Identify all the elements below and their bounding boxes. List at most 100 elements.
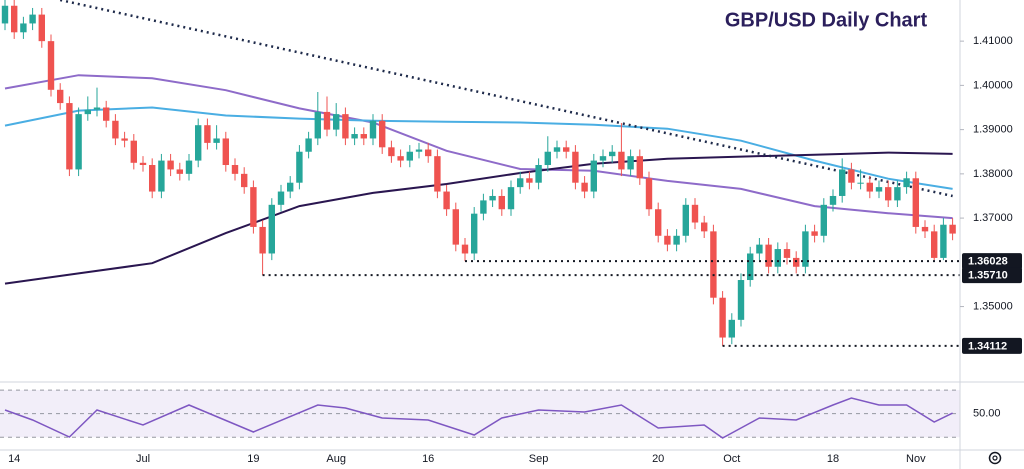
rsi-tick-label: 50.00 xyxy=(973,408,1001,420)
level-label: 1.35710 xyxy=(968,270,1008,282)
candle-body xyxy=(29,14,36,24)
candle-body xyxy=(747,253,754,281)
candle-body xyxy=(618,151,625,170)
candle-body xyxy=(149,165,156,192)
candle-body xyxy=(112,120,119,139)
candle-body xyxy=(204,125,211,143)
price-panel xyxy=(1,0,960,347)
candle-body xyxy=(655,209,662,236)
candle-body xyxy=(793,257,800,267)
rsi-panel xyxy=(0,389,960,439)
candle-body xyxy=(756,244,763,254)
candle-body xyxy=(185,160,193,174)
candle-body xyxy=(507,187,515,210)
candle-body xyxy=(103,107,110,121)
candle-body xyxy=(443,191,450,210)
candle-body xyxy=(728,319,735,338)
trendline xyxy=(59,0,953,198)
candle-body xyxy=(231,165,239,174)
y-tick-label: 1.38000 xyxy=(973,168,1013,180)
x-tick-label: 16 xyxy=(422,453,434,465)
candle-body xyxy=(425,149,432,157)
y-tick-label: 1.41000 xyxy=(973,35,1013,47)
chart-title: GBP/USD Daily Chart xyxy=(725,9,928,31)
candle-body xyxy=(894,187,901,201)
candle-body xyxy=(471,213,478,254)
candle-body xyxy=(839,169,846,196)
candle-body xyxy=(627,156,634,170)
candle-body xyxy=(820,204,827,236)
level-label: 1.34112 xyxy=(968,340,1007,352)
y-tick-label: 1.40000 xyxy=(973,79,1013,91)
candle-body xyxy=(811,231,818,236)
level-label: 1.36028 xyxy=(968,255,1008,267)
candle-body xyxy=(691,204,699,223)
overlay: 1.35000 1.37000 1.38000 1.39000 1.40000 1.410… xyxy=(8,35,1022,465)
candle-body xyxy=(241,173,248,188)
candle-body xyxy=(167,160,174,170)
candle-body xyxy=(121,138,128,141)
candle-body xyxy=(866,182,873,192)
candle-body xyxy=(921,226,929,232)
x-tick-label: Oct xyxy=(723,453,740,465)
candle-body xyxy=(931,231,938,258)
moving-average xyxy=(4,151,953,285)
candle-body xyxy=(903,178,910,188)
rsi-line xyxy=(4,397,953,439)
candle-body xyxy=(11,5,18,33)
candle-body xyxy=(599,156,607,161)
candle-body xyxy=(829,195,837,205)
gear-ring[interactable] xyxy=(988,451,1002,465)
candle-body xyxy=(176,169,183,174)
candle-body xyxy=(305,138,312,152)
candle-body xyxy=(517,178,524,188)
candle-body xyxy=(379,120,386,148)
candle-body xyxy=(130,140,137,163)
x-tick-label: 18 xyxy=(827,453,839,465)
level-label-box xyxy=(962,253,1022,270)
candle-body xyxy=(351,134,358,139)
candle-body xyxy=(314,111,321,139)
candle-body xyxy=(250,187,257,227)
candle-body xyxy=(719,297,726,338)
candle-body xyxy=(452,209,459,245)
candle-body xyxy=(461,244,469,254)
candle-body xyxy=(553,147,561,152)
candle-body xyxy=(213,138,220,143)
candle-body xyxy=(885,187,892,201)
candle-body xyxy=(139,162,147,166)
candle-body xyxy=(912,178,919,227)
candle-body xyxy=(664,235,671,245)
y-tick-label: 1.39000 xyxy=(973,124,1013,136)
candle-body xyxy=(480,200,487,214)
candle-body xyxy=(572,151,579,183)
candle-body xyxy=(489,195,496,201)
candle-body xyxy=(581,182,588,192)
candle-body xyxy=(360,134,367,139)
candle-body xyxy=(333,114,340,130)
candle-body xyxy=(875,187,883,192)
x-tick-label: 19 xyxy=(247,453,259,465)
candle-body xyxy=(526,178,533,183)
candle-body xyxy=(57,89,64,104)
candle-body xyxy=(268,204,275,254)
candle-body xyxy=(222,138,229,166)
candle-body xyxy=(802,231,809,267)
candle-body xyxy=(369,120,377,139)
candle-body xyxy=(609,151,616,157)
candle-body xyxy=(47,41,55,90)
candle-body xyxy=(287,182,294,192)
candle-body xyxy=(277,191,285,205)
candle-body xyxy=(342,114,349,139)
candle-body xyxy=(645,178,653,210)
candle-body xyxy=(940,224,947,258)
settings-icon[interactable] xyxy=(988,451,1002,465)
candle-body xyxy=(20,23,27,33)
candle-body xyxy=(682,204,689,236)
candle-body xyxy=(737,280,745,320)
x-tick-label: 14 xyxy=(8,453,20,465)
candle-body xyxy=(259,226,266,254)
gear-hub[interactable] xyxy=(992,455,998,461)
y-tick-label: 1.37000 xyxy=(973,212,1013,224)
